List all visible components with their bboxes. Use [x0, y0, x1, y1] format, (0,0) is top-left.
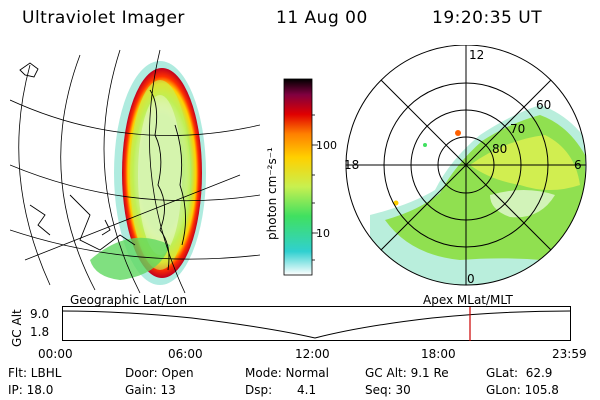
mlat-label-60: 60: [536, 98, 551, 112]
geographic-caption: Geographic Lat/Lon: [70, 293, 188, 307]
filter-info: Flt: LBHL: [8, 366, 62, 380]
polar-mlt-plot: 12 18 6 0 60 70 80: [344, 45, 587, 286]
door-info: Door: Open: [125, 366, 194, 380]
mlt-label-12: 12: [469, 48, 484, 62]
mode-info: Mode: Normal: [245, 366, 329, 380]
dsp-value: 4.1: [297, 383, 317, 397]
x-tick-0600: 06:00: [168, 347, 203, 361]
polar-aurora: [370, 105, 586, 285]
coastlines: [19, 62, 186, 271]
polar-aurora-white: [490, 190, 555, 218]
gc-alt-info: GC Alt: 9.1 Re: [365, 366, 449, 380]
y-tick-1-8: 1.8: [30, 325, 50, 339]
polar-grid: [345, 45, 587, 286]
gc-alt-axis-title: GC Alt: [10, 309, 26, 347]
colorbar: 100 10 photon cm⁻²s⁻¹: [265, 78, 337, 276]
instrument-title: Ultraviolet Imager: [22, 8, 185, 28]
observation-date: 11 Aug 00: [276, 8, 368, 28]
polar-aurora-yellow: [470, 135, 580, 190]
gain-info: Gain: 13: [125, 383, 176, 397]
x-tick-0000: 00:00: [38, 347, 73, 361]
mlt-label-6: 6: [574, 158, 582, 172]
mlt-label-18: 18: [344, 158, 359, 172]
geographic-aurora-image: [10, 49, 260, 294]
mlt-label-0: 0: [467, 272, 475, 286]
colorbar-tick-100: 100: [316, 139, 337, 152]
mlat-label-70: 70: [510, 122, 525, 136]
seq-info: Seq: 30: [365, 383, 411, 397]
polar-spot-3: [423, 143, 427, 147]
dsp-label: Dsp:: [245, 383, 273, 397]
glat-info: GLat: 62.9: [486, 366, 553, 380]
timeline-frame: [62, 306, 571, 341]
aurora-lower-band: [90, 237, 170, 280]
gc-alt-curve: [62, 310, 571, 339]
mlat-label-80: 80: [492, 142, 507, 156]
glon-info: GLon: 105.8: [486, 383, 559, 397]
colorbar-tick-10: 10: [316, 227, 330, 240]
apex-caption: Apex MLat/MLT: [423, 293, 513, 307]
colorbar-unit-label: photon cm⁻²s⁻¹: [265, 147, 279, 240]
colorbar-gradient: [283, 78, 313, 276]
polar-spot-2: [393, 200, 399, 206]
x-tick-2359: 23:59: [552, 347, 587, 361]
polar-spot-1: [455, 130, 461, 136]
gc-alt-axis-title-text: GC Alt: [10, 309, 24, 347]
y-tick-9: 9.0: [30, 307, 50, 321]
x-tick-1200: 12:00: [295, 347, 330, 361]
gc-alt-timeline: [62, 306, 571, 341]
geographic-grid: [10, 49, 260, 294]
x-tick-1800: 18:00: [421, 347, 456, 361]
ip-info: IP: 18.0: [8, 383, 54, 397]
colorbar-ticks: [312, 114, 318, 261]
observation-time: 19:20:35 UT: [432, 8, 543, 28]
